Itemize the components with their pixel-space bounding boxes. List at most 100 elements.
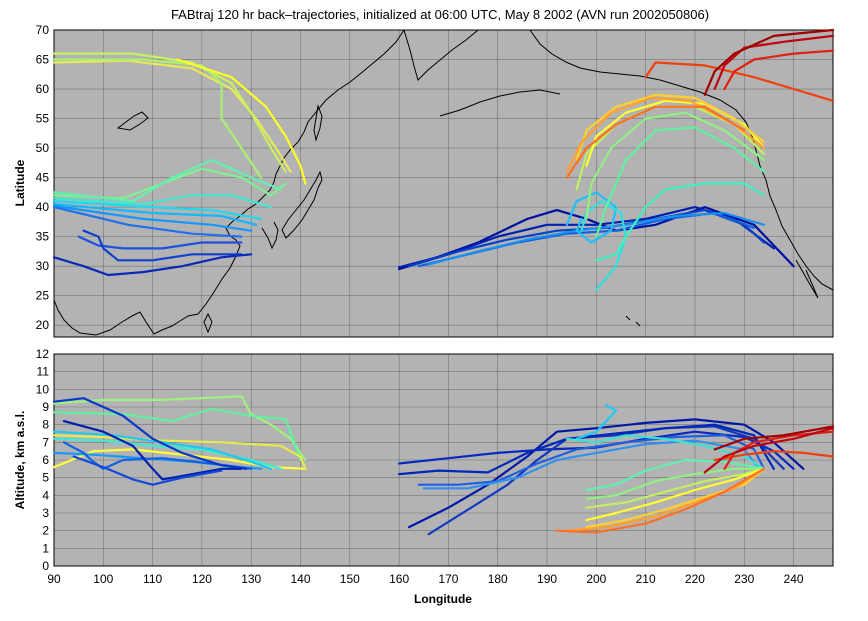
altitude-trajectory-line: [52, 434, 307, 470]
map-trajectory-line: [52, 194, 272, 209]
longitude-x-tick-label: 200: [586, 572, 606, 586]
map-trajectory-line: [52, 167, 287, 200]
korea-coastline: [261, 221, 279, 250]
altitude-trajectory-line: [62, 420, 243, 481]
longitude-axis-label: Longitude: [414, 592, 472, 606]
map-trajectory-line: [595, 126, 766, 238]
map-trajectory-line: [52, 52, 287, 173]
longitude-x-tick-label: 190: [537, 572, 557, 586]
altitude-trajectories: [52, 395, 835, 536]
map-trajectory-line: [713, 34, 835, 91]
map-trajectory-line: [575, 93, 766, 161]
japan-coastline: [281, 170, 323, 239]
altitude-trajectory-line: [52, 448, 307, 470]
map-y-tick-label: 35: [36, 230, 50, 244]
map-y-tick-label: 70: [36, 23, 50, 37]
baja-coastline: [795, 259, 819, 299]
altitude-trajectory-line: [398, 423, 775, 476]
map-trajectory-line: [585, 99, 766, 167]
map-trajectory-line: [77, 235, 243, 250]
altitude-y-tick-label: 8: [42, 418, 49, 432]
longitude-x-tick-label: 150: [340, 572, 360, 586]
map-trajectory-line: [52, 203, 258, 226]
altitude-y-tick-label: 11: [37, 365, 50, 379]
map-y-tick-label: 60: [36, 82, 50, 96]
altitude-trajectory-line: [585, 467, 766, 500]
map-trajectories: [52, 28, 835, 291]
map-y-tick-label: 30: [36, 259, 50, 273]
map-trajectory-line: [644, 61, 835, 102]
longitude-x-tick-label: 220: [685, 572, 705, 586]
longitude-x-tick-label: 160: [389, 572, 409, 586]
altitude-trajectory-line: [555, 467, 766, 534]
altitude-trajectory-line: [407, 418, 805, 529]
map-trajectory-line: [723, 49, 835, 91]
altitude-y-tick-label: 5: [42, 471, 49, 485]
map-trajectory-line: [565, 105, 746, 179]
map-trajectory-line: [52, 158, 282, 203]
altitude-trajectory-line: [565, 467, 766, 532]
latitude-tick-labels: 20 25 30 35 40 45 50 55 60 65 70: [36, 23, 50, 332]
altitude-trajectory-line: [52, 437, 282, 470]
longitude-x-tick-label: 130: [241, 572, 261, 586]
altitude-y-tick-label: 0: [42, 559, 49, 573]
map-y-tick-label: 50: [36, 141, 50, 155]
longitude-x-tick-label: 140: [291, 572, 311, 586]
longitude-x-tick-label: 210: [636, 572, 656, 586]
latitude-axis-label: Latitude: [13, 159, 27, 206]
longitude-x-tick-label: 240: [784, 572, 804, 586]
lake-baikal: [116, 111, 149, 131]
map-trajectory-line: [52, 59, 292, 173]
altitude-y-tick-label: 2: [42, 524, 49, 538]
map-trajectory-line: [585, 111, 766, 220]
altitude-y-tick-label: 9: [42, 400, 49, 414]
sakhalin-coastline: [313, 104, 323, 142]
altitude-trajectory-line: [72, 455, 223, 486]
latitude-map-panel: 20 25 30 35 40 45 50 55 60 65 70 Latitude: [13, 23, 835, 338]
map-trajectory-line: [52, 253, 253, 277]
altitude-y-tick-label: 10: [36, 382, 50, 396]
map-y-tick-label: 40: [36, 200, 50, 214]
map-trajectory-line: [427, 211, 766, 266]
longitude-x-tick-label: 90: [47, 572, 61, 586]
altitude-trajectory-line: [575, 404, 618, 440]
altitude-y-tick-label: 1: [42, 541, 49, 555]
altitude-trajectory-line: [585, 467, 766, 522]
longitude-x-tick-label: 170: [438, 572, 458, 586]
altitude-trajectory-line: [585, 467, 766, 509]
map-trajectory-line: [82, 229, 243, 262]
map-trajectory-line: [52, 200, 263, 220]
altitude-grid: [54, 353, 833, 567]
map-y-tick-label: 25: [36, 289, 50, 303]
longitude-x-tick-label: 100: [93, 572, 113, 586]
figure-title: FABtraj 120 hr back–trajectories, initia…: [171, 7, 709, 22]
altitude-trajectory-line: [52, 397, 248, 470]
altitude-trajectory-line: [52, 407, 302, 462]
altitude-trajectory-line: [713, 425, 835, 451]
altitude-trajectory-line: [417, 434, 766, 486]
aleutian-islands: [439, 89, 561, 117]
kamchatka-coastline: [403, 29, 479, 81]
map-y-tick-label: 45: [36, 171, 50, 185]
map-trajectory-line: [52, 204, 253, 232]
altitude-y-tick-label: 7: [42, 435, 49, 449]
hawaii-islands: [625, 315, 641, 327]
altitude-trajectory-line: [422, 439, 761, 490]
map-trajectory-line: [176, 58, 307, 185]
map-y-tick-label: 65: [36, 53, 50, 67]
longitude-x-tick-label: 120: [192, 572, 212, 586]
map-grid: [54, 29, 833, 337]
longitude-x-tick-label: 230: [734, 572, 754, 586]
altitude-trajectory-line: [62, 441, 253, 470]
altitude-y-tick-label: 12: [36, 347, 50, 361]
altitude-trajectory-line: [52, 430, 272, 470]
map-trajectory-line: [565, 191, 618, 244]
taiwan-coastline: [203, 312, 213, 334]
map-trajectory-line: [703, 28, 835, 97]
altitude-trajectory-line: [713, 450, 835, 462]
altitude-trajectory-line: [703, 427, 835, 474]
map-y-tick-label: 20: [36, 318, 50, 332]
